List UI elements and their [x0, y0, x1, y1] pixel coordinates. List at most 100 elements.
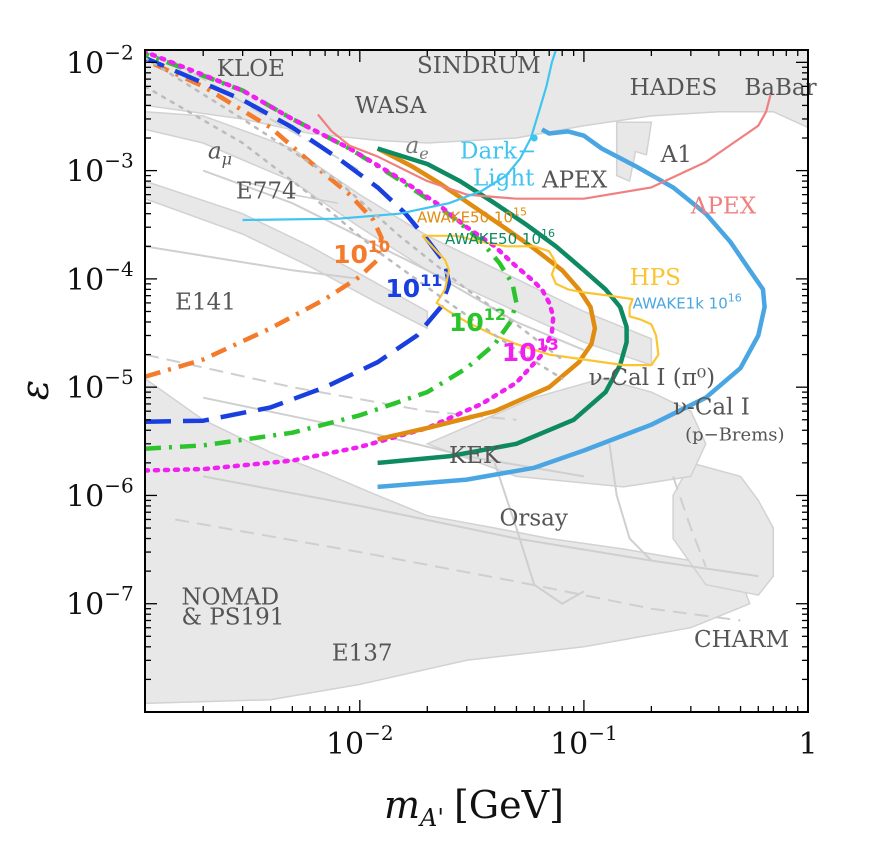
- curve-e774: [242, 180, 339, 204]
- flux-label-base: 10: [502, 338, 537, 367]
- tick-base: 10: [326, 727, 364, 762]
- dark-light-point-marker: [530, 134, 538, 142]
- x-tick-label: 1: [798, 727, 817, 762]
- experiment-label-charm: CHARM: [694, 627, 789, 653]
- x-tick-label: 10−2: [326, 721, 394, 762]
- tick-exponent: −7: [104, 582, 133, 606]
- excluded-region-a1-finger: [615, 121, 653, 183]
- experiment-label-light: Light: [473, 165, 535, 191]
- y-axis-label: ε: [13, 380, 57, 400]
- x-axis-label-subscript: A': [418, 804, 444, 832]
- y-tick-label: 10−5: [66, 365, 134, 406]
- label-main: a: [208, 138, 222, 164]
- curve-grey-dotted: [145, 56, 564, 361]
- tick-base: 10: [66, 263, 104, 298]
- curve-10-10: [145, 57, 384, 379]
- background-line-bg10: [672, 476, 707, 567]
- flux-label-exponent: 11: [420, 271, 442, 290]
- tick-base: 10: [66, 46, 104, 81]
- excluded-regions-group: [145, 50, 808, 705]
- experiment-label-apex: APEX: [690, 194, 757, 220]
- flux-label-11: 1011: [385, 271, 442, 303]
- x-axis-label: mA' [GeV]: [384, 783, 564, 832]
- curve-dark-light: [242, 50, 557, 222]
- tick-exponent: −4: [104, 257, 133, 281]
- flux-label-10: 1010: [333, 237, 390, 269]
- experiment-label-orsay: Orsay: [499, 505, 567, 531]
- awake-label-awake50-1016: AWAKE50 1016: [445, 227, 555, 248]
- projection-curves-group: [145, 50, 772, 490]
- flux-label-exponent: 10: [368, 237, 390, 256]
- experiment-label-hps: HPS: [630, 265, 681, 291]
- awake-label-text: AWAKE50 10: [417, 209, 513, 227]
- tick-base: 1: [798, 727, 817, 762]
- y-tick-label: 10−6: [66, 473, 134, 514]
- excluded-region-charm-region: [672, 462, 775, 596]
- experiment-label-sindrum: SINDRUM: [417, 53, 541, 79]
- experiment-label-a1: A1: [660, 142, 692, 168]
- experiment-label-cal-i: ν-Cal I: [673, 394, 750, 420]
- tick-exponent: −2: [364, 721, 393, 745]
- background-line-bg1: [203, 475, 759, 578]
- awake-label-awake1k-1016: AWAKE1k 1016: [633, 292, 742, 313]
- curve-awake1k-10-16: [377, 127, 767, 490]
- background-line-bg7: [145, 245, 360, 280]
- tick-base: 10: [550, 727, 588, 762]
- experiment-sublabel-p-brems: (p−Brems): [685, 424, 784, 445]
- background-line-bg3: [202, 396, 585, 478]
- experiment-label-apex: APEX: [541, 167, 608, 193]
- awake-label-text: AWAKE1k 10: [633, 295, 728, 313]
- awake-label-exponent: 16: [541, 227, 555, 240]
- experiment-label-hades: HADES: [630, 75, 718, 101]
- tick-exponent: −5: [104, 365, 133, 389]
- flux-label-exponent: 12: [484, 305, 506, 324]
- background-line-bg5: [202, 169, 585, 352]
- curve-hps: [421, 234, 660, 367]
- excluded-region-nu-cal-region: [425, 377, 707, 488]
- markers-group: [530, 134, 538, 142]
- experiment-label-e774: E774: [236, 179, 297, 205]
- flux-label-exponent: 13: [537, 335, 559, 354]
- flux-label-base: 10: [449, 308, 484, 337]
- x-axis-label-main: m: [384, 783, 420, 827]
- flux-label-base: 10: [385, 274, 420, 303]
- curve-10-12: [145, 51, 519, 451]
- awake-label-exponent: 15: [513, 206, 527, 219]
- experiment-label-dark: Dark−: [460, 138, 536, 164]
- experiment-label-a: aμ: [208, 138, 232, 168]
- tick-exponent: −3: [104, 149, 133, 173]
- awake-label-text: AWAKE50 10: [445, 230, 541, 248]
- experiment-label-a-e: ae: [406, 133, 429, 163]
- label-main: a: [406, 133, 420, 159]
- flux-label-13: 1013: [502, 335, 559, 367]
- label-subscript: e: [419, 144, 428, 163]
- tick-base: 10: [66, 479, 104, 514]
- background-line-bg8: [493, 462, 585, 605]
- awake-label-exponent: 16: [728, 292, 742, 305]
- y-tick-label: 10−7: [66, 582, 134, 623]
- experiment-label-e141: E141: [175, 290, 236, 316]
- label-subscript: μ: [222, 149, 232, 168]
- experiment-label-ps191: & PS191: [181, 605, 284, 631]
- y-tick-label: 10−2: [66, 40, 134, 81]
- curve-grey-dotted-2: [145, 85, 564, 380]
- experiment-label-nomad: NOMAD: [181, 585, 279, 611]
- x-tick-label: 10−1: [550, 721, 618, 762]
- tick-exponent: −6: [104, 473, 133, 497]
- excluded-region-muon-g2-band: [145, 180, 429, 330]
- tick-exponent: −2: [104, 40, 133, 64]
- background-line-bg2: [175, 518, 741, 622]
- curve-apex: [317, 94, 772, 200]
- tick-base: 10: [66, 371, 104, 406]
- tick-base: 10: [66, 588, 104, 623]
- y-tick-label: 10−4: [66, 257, 134, 298]
- y-tick-label: 10−3: [66, 149, 134, 190]
- flux-label-base: 10: [333, 240, 368, 269]
- flux-label-12: 1012: [449, 305, 506, 337]
- tick-base: 10: [66, 155, 104, 190]
- background-line-bg9: [608, 443, 653, 562]
- x-axis-label-unit: [GeV]: [454, 783, 564, 827]
- experiment-label-wasa: WASA: [355, 93, 427, 119]
